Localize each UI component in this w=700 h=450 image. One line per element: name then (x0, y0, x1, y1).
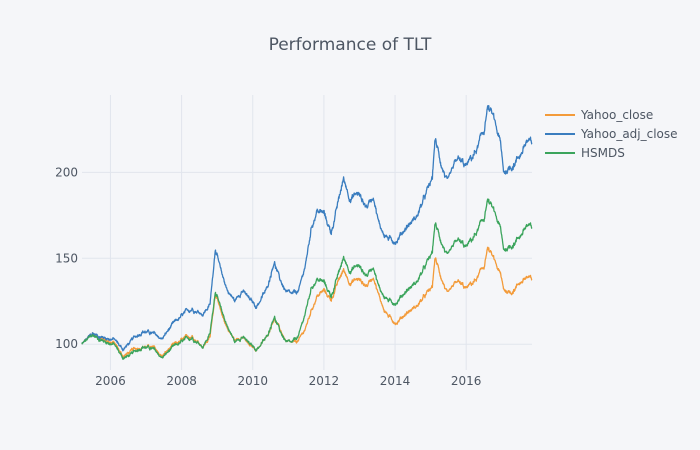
legend-label: HSMDS (581, 146, 625, 160)
x-tick-label: 2014 (380, 374, 411, 388)
series-line-yahoo-adj-close (81, 105, 533, 352)
y-tick-label: 100 (55, 337, 78, 351)
legend-label: Yahoo_adj_close (580, 127, 678, 141)
legend-item-hsmds[interactable]: HSMDS (545, 146, 625, 160)
series-line-hsmds (81, 198, 533, 360)
legend[interactable]: Yahoo_close Yahoo_adj_close HSMDS (545, 108, 678, 160)
x-tick-label: 2006 (95, 374, 126, 388)
gridlines (82, 95, 532, 370)
series-lines (81, 105, 533, 360)
series-line-yahoo-close (81, 246, 533, 359)
chart-title: Performance of TLT (269, 35, 432, 55)
legend-label: Yahoo_close (580, 108, 653, 122)
y-tick-label: 200 (55, 165, 78, 179)
legend-item-yahoo-close[interactable]: Yahoo_close (545, 108, 653, 122)
y-tick-label: 150 (55, 251, 78, 265)
axis-ticks: 2006 2008 2010 2012 2014 2016 100 150 200 (55, 165, 481, 388)
x-tick-label: 2010 (237, 374, 268, 388)
x-tick-label: 2012 (309, 374, 340, 388)
x-tick-label: 2008 (166, 374, 197, 388)
x-tick-label: 2016 (451, 374, 482, 388)
legend-item-yahoo-adj-close[interactable]: Yahoo_adj_close (545, 127, 678, 141)
